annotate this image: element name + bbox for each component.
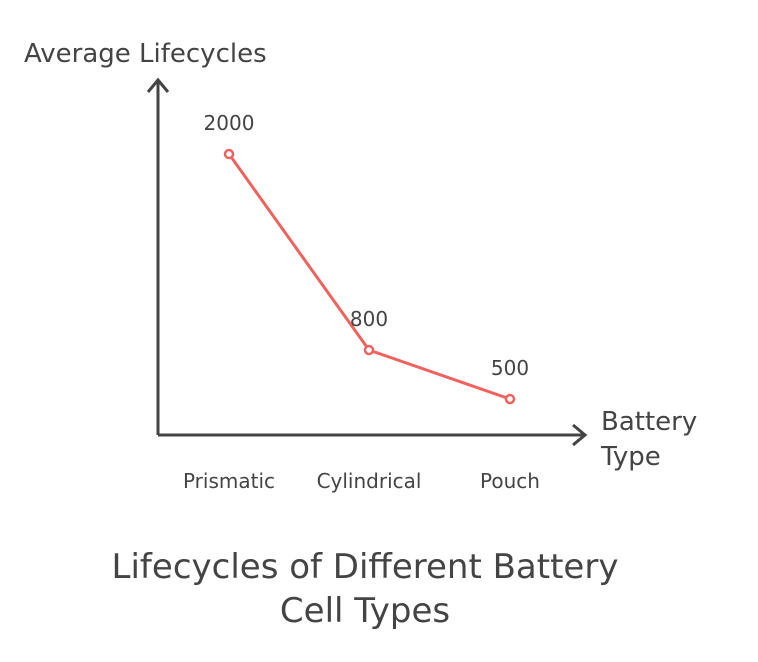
data-label: 500 xyxy=(491,356,529,380)
chart-title-line-2: Cell Types xyxy=(280,591,450,631)
x-axis xyxy=(158,423,588,447)
data-label: 2000 xyxy=(204,111,255,135)
y-axis-label: Average Lifecycles xyxy=(24,39,267,69)
x-tick-label: Cylindrical xyxy=(317,469,422,493)
data-point xyxy=(223,148,235,160)
x-tick-label: Pouch xyxy=(480,469,540,493)
y-axis-arrow-icon xyxy=(146,77,170,93)
x-axis-arrow-icon xyxy=(572,423,588,447)
data-point xyxy=(363,344,375,356)
x-tick-label: Prismatic xyxy=(183,469,275,493)
x-axis-label-line-1: Battery xyxy=(601,407,697,437)
data-label: 800 xyxy=(350,307,388,331)
data-point xyxy=(504,393,516,405)
series-line xyxy=(227,153,511,401)
chart-title-line-1: Lifecycles of Different Battery xyxy=(112,547,619,587)
x-axis-label-line-2: Type xyxy=(600,442,661,472)
y-axis xyxy=(146,77,170,435)
